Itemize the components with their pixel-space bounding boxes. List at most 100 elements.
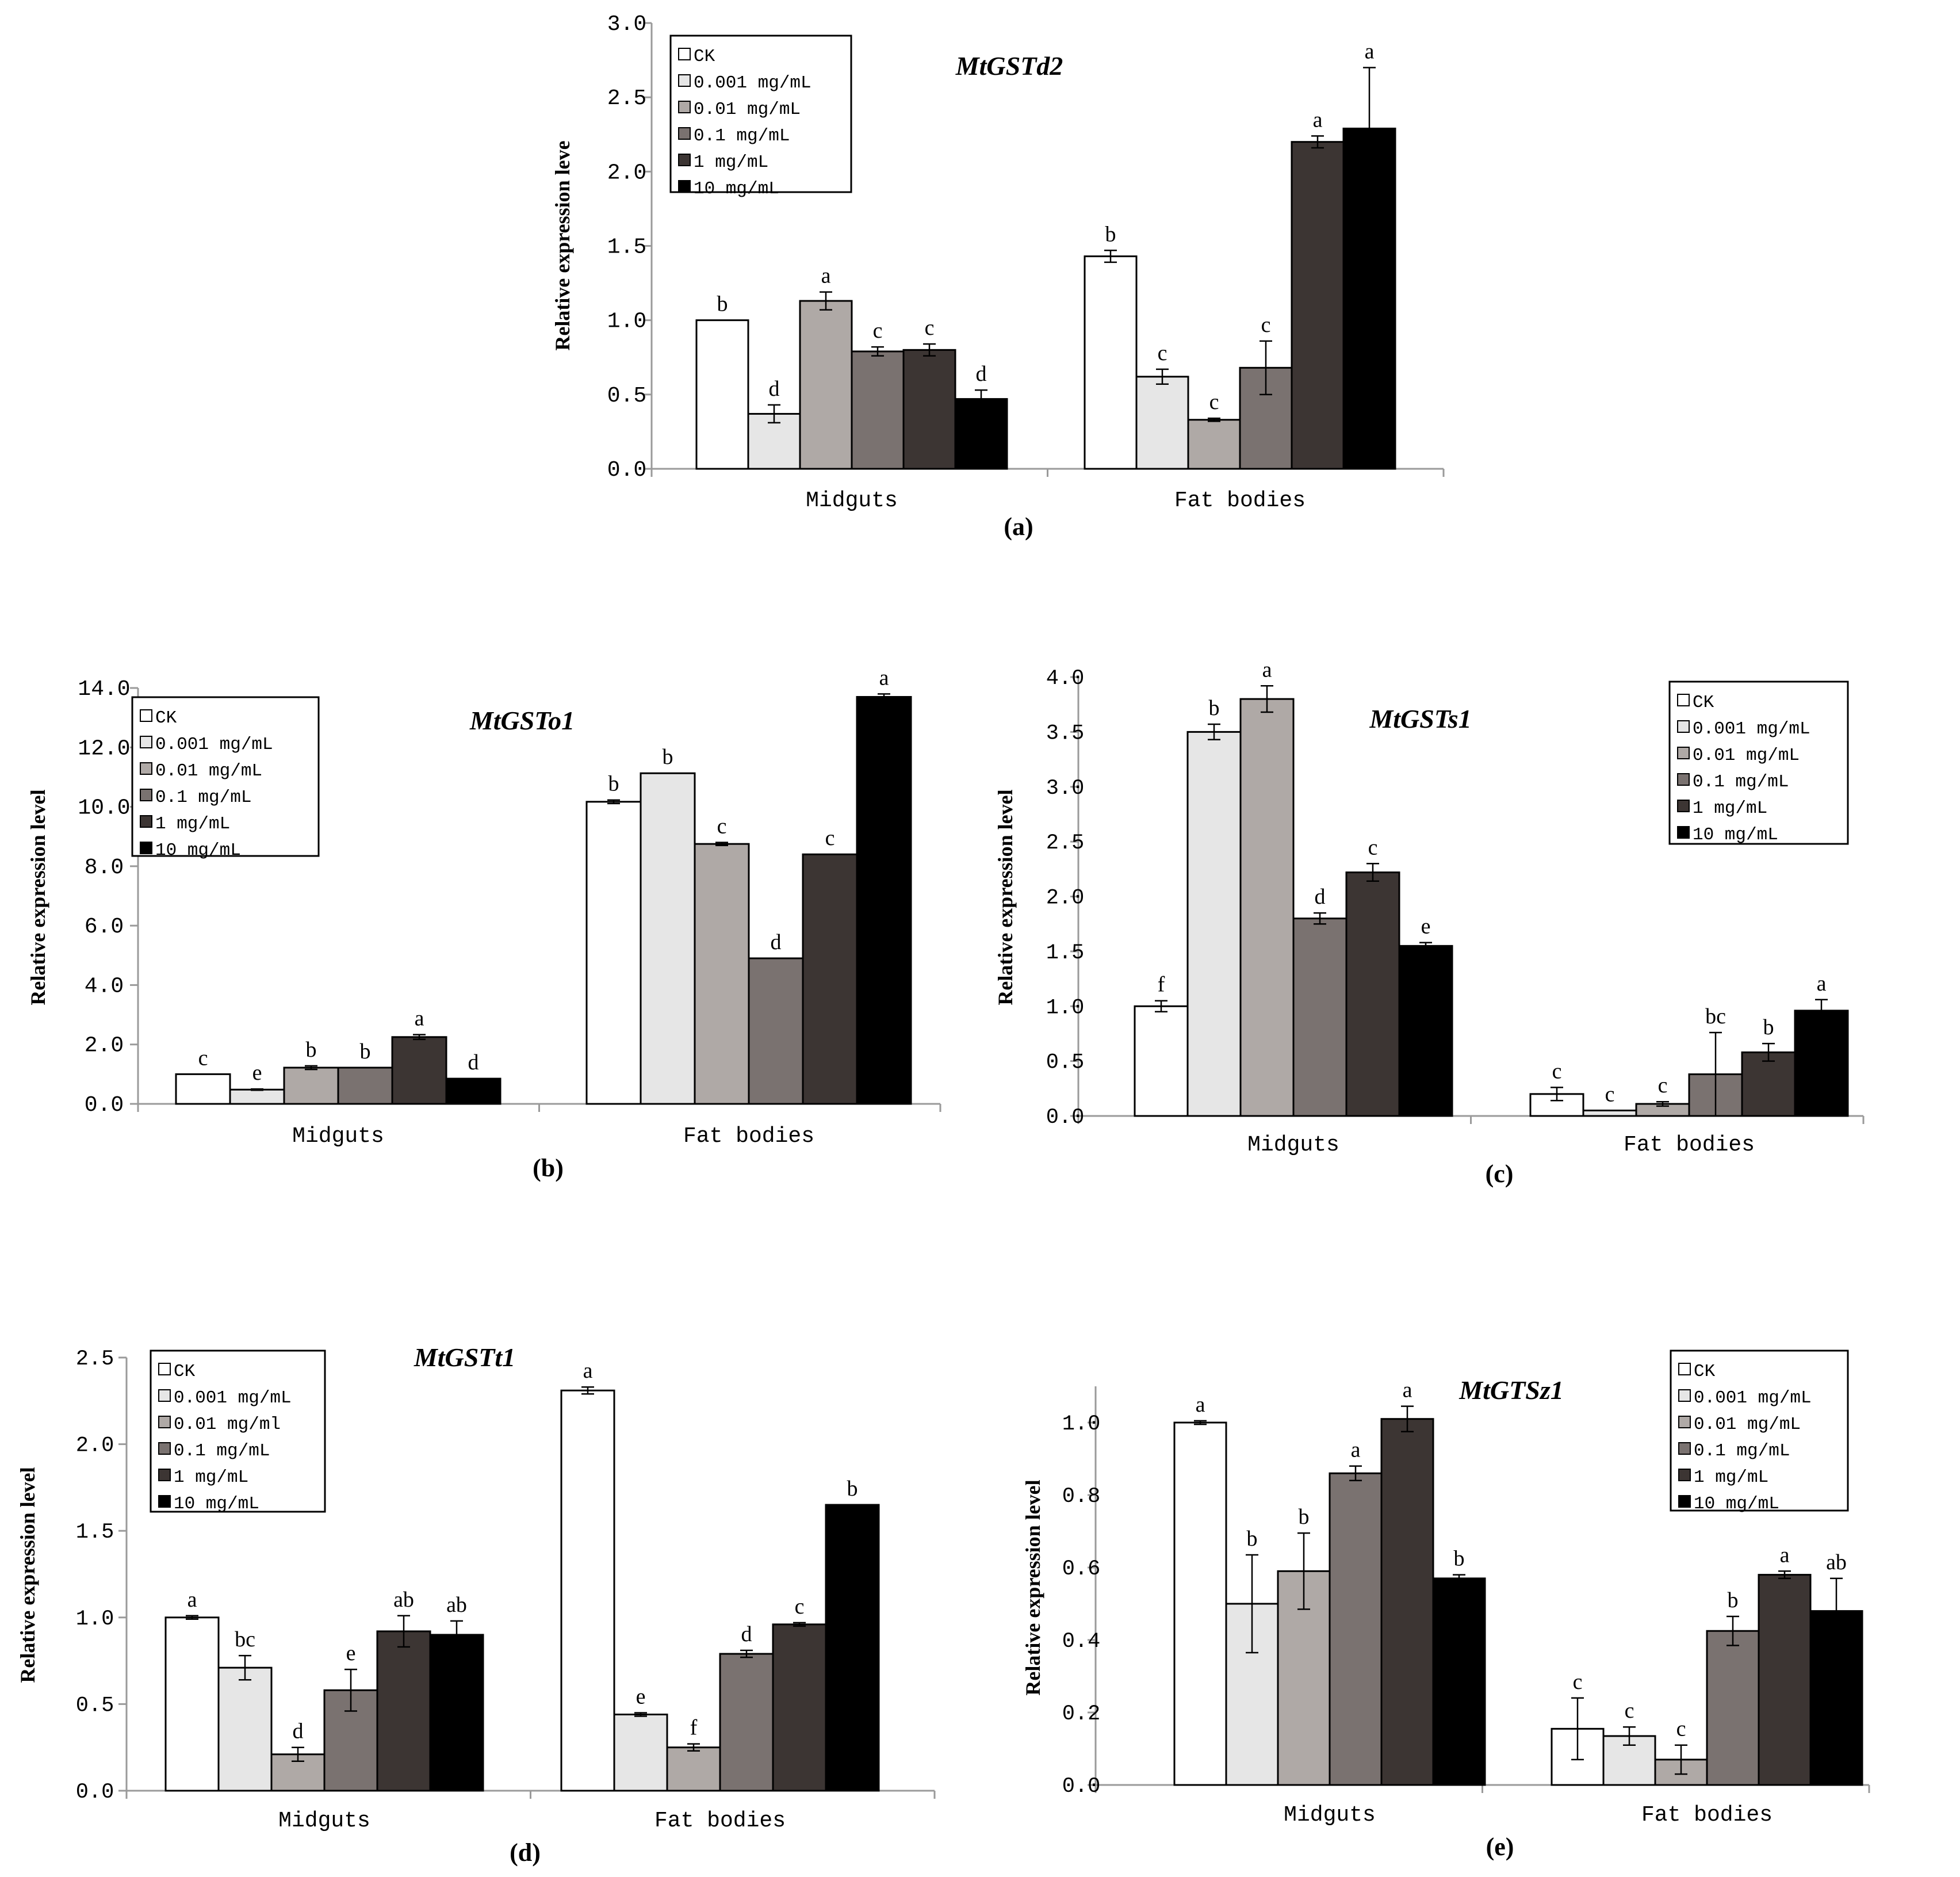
legend-swatch — [1678, 1389, 1691, 1402]
legend-label: 1 mg/mL — [174, 1467, 248, 1488]
bar — [640, 772, 696, 1105]
chart-title: MtGSTs1 — [1369, 704, 1471, 733]
y-tick-label: 3.5 — [1046, 721, 1085, 746]
legend-label: 10 mg/mL — [174, 1494, 259, 1514]
legend-swatch — [158, 1363, 171, 1375]
legend-swatch — [1677, 720, 1690, 733]
legend-box — [1670, 1350, 1849, 1512]
y-tick-label: 6.0 — [85, 915, 124, 939]
significance-letter: c — [873, 319, 883, 343]
bar — [1084, 255, 1138, 470]
bar — [1291, 141, 1345, 470]
significance-letter: b — [608, 772, 619, 796]
legend-label: 10 mg/mL — [694, 179, 779, 199]
bar — [283, 1066, 339, 1105]
legend-label: 0.1 mg/mL — [1694, 1441, 1790, 1461]
significance-letter: a — [1780, 1543, 1790, 1567]
y-tick-label: 0.6 — [1062, 1557, 1101, 1581]
bar — [719, 1653, 774, 1792]
significance-letter: a — [1403, 1378, 1412, 1402]
significance-letter: c — [198, 1046, 208, 1070]
y-tick-label: 8.0 — [85, 855, 124, 880]
y-tick-label: 0.0 — [1046, 1106, 1085, 1130]
legend-swatch — [140, 789, 152, 801]
significance-letter: e — [252, 1061, 262, 1085]
significance-letter: c — [1676, 1717, 1686, 1741]
bar — [1292, 918, 1348, 1117]
legend-label: CK — [1693, 693, 1714, 713]
y-tick-label: 1.0 — [1046, 996, 1085, 1020]
legend-swatch — [1677, 826, 1690, 839]
y-tick-label: 2.5 — [76, 1347, 114, 1371]
bar — [1582, 1109, 1637, 1117]
legend-label: 1 mg/mL — [1693, 798, 1767, 819]
legend-label: 0.01 mg/mL — [694, 100, 801, 120]
significance-letter: b — [1105, 222, 1116, 246]
significance-letter: bc — [1705, 1004, 1726, 1029]
x-category-label: Fat bodies — [654, 1809, 786, 1833]
bar — [1758, 1574, 1812, 1786]
chart-title: MtGTSz1 — [1458, 1375, 1563, 1405]
y-tick-label: 2.0 — [607, 160, 646, 185]
legend-label: 10 mg/mL — [1694, 1494, 1779, 1514]
legend-swatch — [158, 1416, 171, 1428]
significance-letter: e — [636, 1684, 646, 1708]
bar — [1432, 1577, 1486, 1786]
bar — [902, 349, 956, 470]
legend-label: 0.1 mg/mL — [694, 126, 790, 146]
significance-letter: c — [1658, 1073, 1668, 1098]
x-category-label: Fat bodies — [683, 1124, 814, 1149]
y-axis-title: Relative expression level — [994, 789, 1017, 1005]
legend-box — [131, 696, 320, 857]
significance-letter: c — [825, 826, 835, 850]
significance-letter: c — [925, 316, 935, 340]
y-tick-label: 0.0 — [607, 458, 646, 483]
bar — [391, 1036, 447, 1105]
legend-swatch — [678, 48, 691, 60]
chart-panel-d: 0.0 0.5 1.0 1.5 2.0 2.5 Relative expression le… — [16, 1343, 936, 1867]
y-axis-title: Relative expression leve — [551, 140, 574, 350]
chart-panel-c: 0.0 0.5 1.0 1.5 2.0 2.5 3.0 3.5 4.0 Relative expr… — [994, 657, 1865, 1188]
legend-swatch — [1678, 1495, 1691, 1508]
legend-label: 0.1 mg/mL — [174, 1441, 270, 1461]
legend-box — [1668, 681, 1849, 845]
significance-letter: c — [795, 1595, 805, 1619]
legend-label: CK — [1694, 1362, 1716, 1382]
significance-letter: bc — [235, 1627, 255, 1652]
legend-label: CK — [694, 47, 715, 67]
significance-letter: c — [1552, 1059, 1562, 1083]
legend-label: 0.1 mg/mL — [155, 788, 251, 808]
significance-letter: c — [1368, 835, 1378, 859]
legend-label: 0.01 mg/mL — [1694, 1415, 1801, 1435]
chart-title: MtGSTo1 — [469, 706, 575, 735]
bar — [229, 1088, 285, 1105]
significance-letter: c — [1605, 1082, 1615, 1106]
significance-letter: a — [187, 1588, 197, 1612]
legend-swatch — [678, 127, 691, 140]
significance-letter: ab — [446, 1593, 467, 1617]
panel-label: (c) — [1486, 1160, 1514, 1188]
significance-letter: c — [717, 815, 727, 839]
y-tick-label: 1.5 — [1046, 941, 1085, 965]
legend-label: CK — [155, 708, 177, 728]
legend: CK 0.001 mg/mL 0.01 mg/mL 0.1 mg/mL 1 mg/mL 1… — [669, 35, 852, 199]
legend: CK 0.001 mg/mL 0.01 mg/mL 0.1 mg/mL 1 mg/mL 1… — [131, 696, 320, 861]
y-tick-label: 2.5 — [607, 86, 646, 111]
significance-letter: c — [1209, 390, 1219, 414]
bar — [1380, 1418, 1434, 1786]
significance-letter: a — [1817, 972, 1827, 996]
significance-letter: b — [663, 745, 673, 769]
legend-swatch — [140, 762, 152, 775]
x-category-label: Fat bodies — [1174, 488, 1306, 513]
y-tick-label: 1.0 — [607, 309, 646, 334]
x-category-label: Midguts — [806, 488, 898, 513]
significance-letter: d — [976, 362, 987, 386]
significance-letter: c — [1158, 341, 1167, 365]
legend-swatch — [1678, 1363, 1691, 1375]
legend-label: 1 mg/mL — [155, 814, 230, 834]
significance-letter: b — [1763, 1015, 1774, 1039]
bar — [337, 1066, 393, 1105]
y-tick-label: 2.0 — [85, 1034, 124, 1058]
legend-box — [669, 35, 852, 193]
significance-letter: a — [1313, 108, 1323, 132]
